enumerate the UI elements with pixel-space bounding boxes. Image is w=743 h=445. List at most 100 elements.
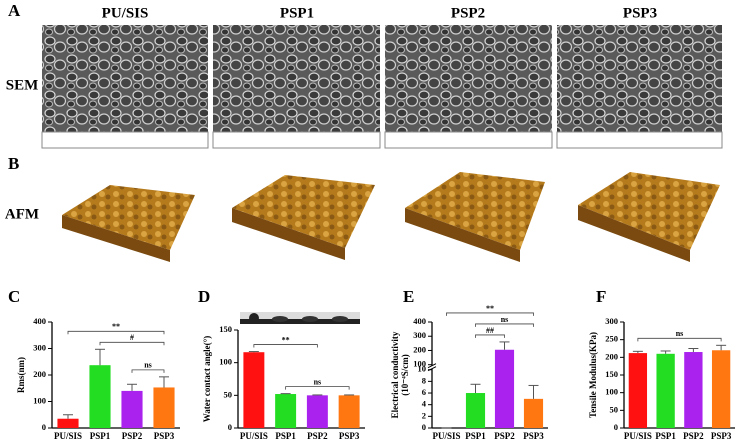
sem-info-bar xyxy=(384,131,553,149)
significance-bracket xyxy=(446,312,534,316)
x-tick-label: PU/SIS xyxy=(240,431,268,441)
y-tick-label: 100 xyxy=(605,387,618,397)
y-tick-label: 300 xyxy=(413,330,426,340)
bar xyxy=(89,365,111,428)
bar xyxy=(306,395,328,428)
x-tick-label: PSP1 xyxy=(655,431,676,441)
y-tick-label: 150 xyxy=(219,324,232,334)
afm-image xyxy=(405,208,520,262)
significance-label: ns xyxy=(501,315,509,324)
y-tick-label: 0 xyxy=(42,422,46,432)
significance-label: ns xyxy=(314,377,322,386)
x-tick-label: PSP3 xyxy=(154,431,175,441)
significance-bracket xyxy=(475,323,534,327)
y-tick-label: 100 xyxy=(413,359,426,369)
column-header: PU/SIS xyxy=(102,5,149,21)
y-tick-label: 250 xyxy=(605,334,618,344)
x-tick-label: PSP1 xyxy=(465,431,486,441)
y-tick-label: 400 xyxy=(413,316,426,326)
x-tick-label: PSP2 xyxy=(683,431,704,441)
column-header: PSP1 xyxy=(280,5,314,21)
afm-image xyxy=(232,208,345,260)
bar xyxy=(243,352,265,428)
x-tick-label: PSP2 xyxy=(494,431,515,441)
panel-label: C xyxy=(8,287,20,306)
droplet-inset xyxy=(240,312,360,324)
y-tick-label: 0 xyxy=(422,422,426,432)
x-tick-label: PU/SIS xyxy=(624,431,652,441)
y-tick-label: 300 xyxy=(33,342,46,352)
significance-bracket xyxy=(99,341,165,346)
bar xyxy=(275,394,297,428)
y-axis-label: Rms(nm) xyxy=(16,357,26,393)
significance-bracket xyxy=(67,330,165,335)
sem-image xyxy=(213,25,380,148)
sem-info-bar xyxy=(212,131,381,149)
column-header: PSP2 xyxy=(451,5,485,21)
bar xyxy=(711,350,731,428)
significance-bracket xyxy=(475,334,505,338)
y-tick-label: 50 xyxy=(224,389,233,399)
row-label: SEM xyxy=(6,77,39,93)
y-axis-label: (10⁻⁴S/cm) xyxy=(400,354,410,395)
droplet xyxy=(302,316,318,322)
afm-image xyxy=(62,215,170,262)
significance-label: ** xyxy=(112,322,120,331)
row-label: AFM xyxy=(5,206,39,222)
y-tick-label: 10 xyxy=(418,364,427,374)
significance-label: # xyxy=(130,333,134,342)
x-tick-label: PSP2 xyxy=(122,431,143,441)
y-tick-label: 200 xyxy=(605,351,618,361)
significance-label: ** xyxy=(486,304,494,313)
droplet xyxy=(272,316,288,322)
y-axis-label: Water contact angle(°) xyxy=(202,336,212,422)
significance-label: ## xyxy=(486,326,494,335)
y-axis-label: Electrical conductivity xyxy=(390,331,400,418)
significance-label: ns xyxy=(676,329,684,338)
sem-image xyxy=(385,25,552,148)
sem-info-bar xyxy=(41,131,209,149)
bar xyxy=(628,353,648,428)
y-tick-label: 6 xyxy=(422,387,426,397)
bar xyxy=(338,395,360,428)
droplet xyxy=(332,316,348,322)
bar xyxy=(656,353,675,428)
y-tick-label: 4 xyxy=(422,399,427,409)
significance-bracket xyxy=(131,369,165,373)
x-tick-label: PSP1 xyxy=(90,431,111,441)
bar xyxy=(494,349,515,428)
bar xyxy=(57,418,79,428)
axis-break xyxy=(428,365,436,369)
x-tick-label: PU/SIS xyxy=(54,431,82,441)
afm-image xyxy=(232,175,375,248)
significance-label: ** xyxy=(282,335,290,344)
y-tick-label: 0 xyxy=(614,422,618,432)
x-tick-label: PSP3 xyxy=(339,431,360,441)
y-tick-label: 8 xyxy=(422,375,426,385)
afm-images xyxy=(62,172,720,262)
panel-label: A xyxy=(8,1,21,20)
bar xyxy=(684,352,703,428)
droplet xyxy=(249,313,259,323)
afm-image xyxy=(578,172,720,250)
significance-bracket xyxy=(253,344,318,348)
y-tick-label: 2 xyxy=(422,410,426,420)
bar xyxy=(523,398,544,428)
panel-label: E xyxy=(403,287,414,306)
panel-label: F xyxy=(596,287,606,306)
sem-info-bar xyxy=(556,131,723,149)
substrate xyxy=(240,319,360,324)
sem-image xyxy=(557,25,722,148)
significance-bracket xyxy=(637,337,722,342)
y-tick-label: 100 xyxy=(33,395,46,405)
afm-image xyxy=(578,205,690,262)
x-tick-label: PSP1 xyxy=(275,431,296,441)
x-tick-label: PU/SIS xyxy=(432,431,460,441)
x-tick-label: PSP3 xyxy=(523,431,544,441)
bar xyxy=(153,387,175,428)
y-tick-label: 400 xyxy=(33,316,46,326)
bar xyxy=(121,390,143,428)
x-tick-label: PSP2 xyxy=(307,431,328,441)
y-tick-label: 50 xyxy=(610,404,619,414)
